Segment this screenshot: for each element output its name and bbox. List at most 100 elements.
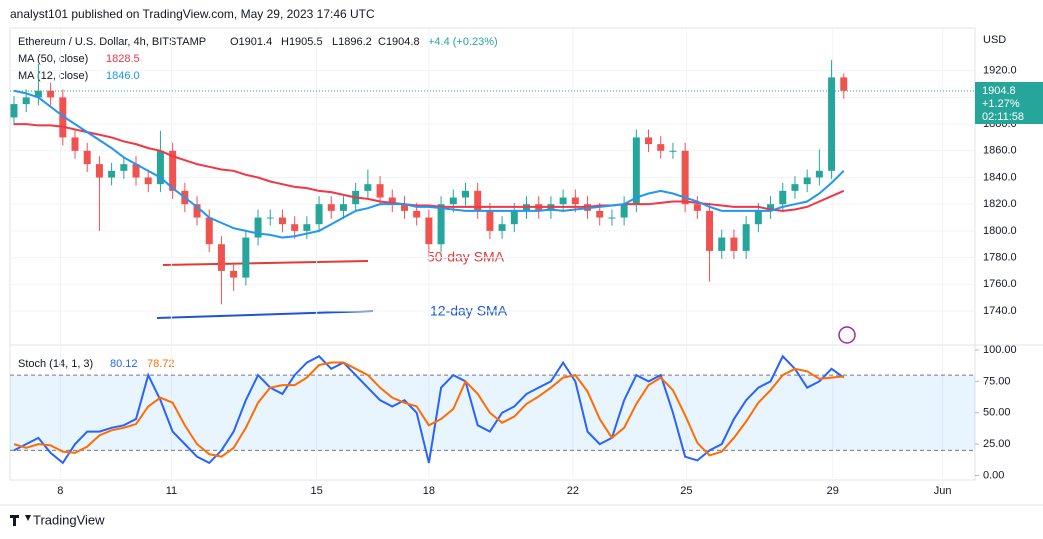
candle-body bbox=[510, 210, 518, 225]
x-tick-label: 15 bbox=[310, 485, 322, 497]
price-tag bbox=[975, 82, 1043, 124]
candle-body bbox=[217, 244, 225, 271]
candle-body bbox=[449, 197, 457, 205]
candle-body bbox=[95, 164, 103, 178]
y-tick-label: 1740.0 bbox=[983, 305, 1017, 317]
candle-body bbox=[437, 204, 445, 245]
legend-value: 80.12 bbox=[110, 358, 138, 370]
ohlc-change: +4.4 (+0.23%) bbox=[428, 36, 498, 48]
candle-body bbox=[413, 210, 421, 218]
candle-body bbox=[303, 224, 311, 231]
candle-body bbox=[669, 150, 677, 152]
candle-body bbox=[645, 137, 653, 145]
candle-body bbox=[10, 104, 18, 118]
currency: USD bbox=[983, 34, 1006, 46]
y-tick-label: 1840.0 bbox=[983, 171, 1017, 183]
candle-body bbox=[205, 217, 213, 245]
y-tick-label: 1860.0 bbox=[983, 145, 1017, 157]
symbol: Ethereum / U.S. Dollar, 4h, BITSTAMP bbox=[18, 36, 206, 48]
candle-body bbox=[425, 217, 433, 245]
x-tick-label: 18 bbox=[423, 485, 435, 497]
candle-body bbox=[364, 184, 372, 191]
candle-body bbox=[278, 217, 286, 225]
candle-body bbox=[291, 224, 299, 231]
legend-label: MA (12, close) bbox=[18, 70, 88, 82]
candle-body bbox=[486, 210, 494, 231]
x-tick-label: 22 bbox=[567, 485, 579, 497]
candle-body bbox=[596, 210, 604, 218]
candle-body bbox=[83, 150, 91, 165]
trendline bbox=[162, 260, 369, 266]
candle-body bbox=[156, 150, 164, 185]
candle-body bbox=[47, 90, 55, 98]
candle-body bbox=[791, 184, 799, 191]
candle-body bbox=[144, 177, 152, 185]
candle-body bbox=[632, 137, 640, 205]
y-tick-label: 75.00 bbox=[983, 375, 1011, 387]
candle-body bbox=[754, 210, 762, 225]
candle-body bbox=[461, 190, 469, 198]
y-tick-label: 1800.0 bbox=[983, 225, 1017, 237]
candle-body bbox=[59, 97, 67, 138]
candle-body bbox=[242, 237, 250, 278]
y-tick-label: 1820.0 bbox=[983, 198, 1017, 210]
x-tick-label: 25 bbox=[680, 485, 692, 497]
trendline bbox=[156, 310, 374, 319]
x-tick-label: 11 bbox=[166, 485, 177, 497]
candle-body bbox=[108, 170, 116, 178]
series-line bbox=[14, 123, 845, 212]
ohlc-close: C1904.8 bbox=[378, 36, 420, 48]
legend-value: 1846.0 bbox=[106, 70, 140, 82]
y-tick-label: 1880.0 bbox=[983, 118, 1017, 130]
candle-body bbox=[327, 204, 335, 211]
price-tag-text: 1904.8 bbox=[982, 85, 1016, 97]
candle-body bbox=[681, 150, 689, 205]
y-tick-label: 1780.0 bbox=[983, 251, 1017, 263]
candle-body bbox=[620, 204, 628, 218]
candle-body bbox=[608, 217, 616, 219]
candle-body bbox=[71, 137, 79, 151]
candle-body bbox=[693, 204, 701, 211]
candle-body bbox=[230, 270, 238, 278]
price-tag-text: 02:11:58 bbox=[982, 111, 1024, 123]
candle-body bbox=[400, 204, 408, 211]
x-tick-label: 8 bbox=[57, 485, 63, 497]
y-tick-label: 1920.0 bbox=[983, 65, 1017, 77]
y-tick-label: 25.00 bbox=[983, 438, 1011, 450]
ohlc-low: L1896.2 bbox=[332, 36, 372, 48]
series-line bbox=[13, 361, 844, 458]
candle-body bbox=[730, 237, 738, 251]
series-line bbox=[13, 89, 845, 239]
candle-body bbox=[474, 190, 482, 211]
y-tick-label: 0.00 bbox=[983, 469, 1004, 481]
candle-body bbox=[254, 217, 262, 238]
candle-body bbox=[779, 190, 787, 205]
candle-body bbox=[559, 197, 567, 205]
candle-body bbox=[120, 164, 128, 171]
y-tick-label: 50.00 bbox=[983, 407, 1011, 419]
candle-body bbox=[22, 97, 30, 105]
x-tick-label: Jun bbox=[934, 485, 952, 497]
candle-body bbox=[718, 237, 726, 251]
candle-body bbox=[266, 217, 274, 219]
candle-body bbox=[815, 170, 823, 178]
legend-label: MA (50, close) bbox=[18, 53, 88, 65]
candle-body bbox=[828, 77, 836, 171]
candle-body bbox=[388, 197, 396, 205]
logo bbox=[10, 515, 31, 526]
candle-body bbox=[840, 77, 848, 91]
candle-body bbox=[315, 204, 323, 225]
candle-body bbox=[767, 204, 775, 211]
candle-body bbox=[169, 150, 177, 191]
flash-icon[interactable] bbox=[838, 326, 856, 344]
page-title: analyst101 published on TradingView.com,… bbox=[10, 7, 375, 21]
candle-body bbox=[376, 184, 384, 198]
candle-body bbox=[742, 224, 750, 251]
candle-body bbox=[339, 204, 347, 211]
legend-value: 1828.5 bbox=[106, 53, 140, 65]
candle-body bbox=[706, 210, 714, 251]
candle-body bbox=[657, 144, 665, 151]
candle-body bbox=[193, 204, 201, 218]
